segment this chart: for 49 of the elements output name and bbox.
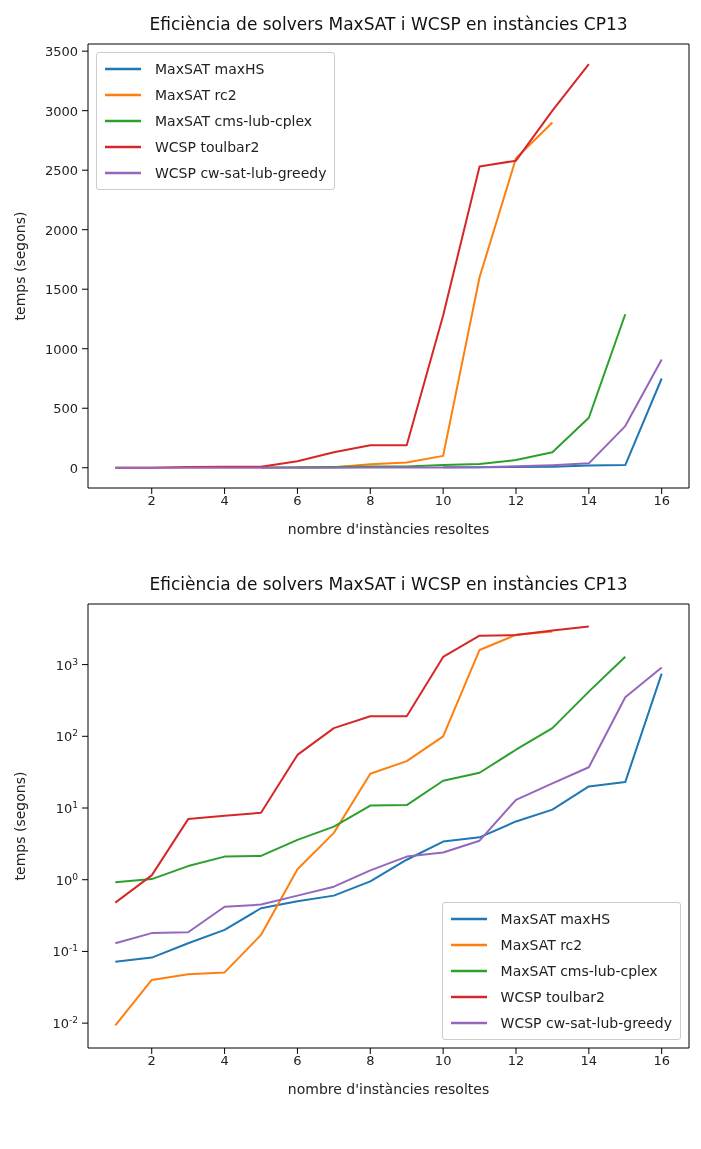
y-tick-label: 10$^{2}$ [55, 728, 78, 745]
legend-label: MaxSAT cms-lub-cplex [155, 113, 313, 129]
y-axis-title: temps (segons) [11, 211, 28, 321]
y-tick-label: 2500 [44, 163, 78, 179]
x-tick-label: 6 [293, 493, 302, 509]
x-axis-title: nombre d'instàncies resoltes [287, 1081, 490, 1097]
x-tick-label: 4 [220, 493, 229, 509]
line-series [114, 655, 627, 884]
x-tick-label: 2 [147, 1053, 156, 1069]
line-series [114, 625, 590, 904]
line-series [114, 358, 663, 469]
y-tick-label: 10$^{0}$ [55, 871, 79, 888]
x-tick-label: 16 [653, 493, 670, 509]
chart-title: Eficiència de solvers MaxSAT i WCSP en instàncies CP13 [148, 14, 629, 34]
x-tick-label: 10 [434, 493, 452, 509]
x-tick-label: 8 [366, 1053, 375, 1069]
y-tick-label: 10$^{1}$ [55, 800, 78, 817]
x-tick-label: 12 [507, 1053, 525, 1069]
y-axis-title: temps (segons) [11, 771, 28, 881]
legend-label: WCSP cw-sat-lub-greedy [500, 1015, 672, 1031]
y-tick-label: 3000 [44, 103, 78, 119]
legend-label: MaxSAT cms-lub-cplex [500, 963, 658, 979]
y-tick-label: 1000 [44, 341, 78, 357]
legend-label: WCSP toulbar2 [500, 989, 605, 1005]
y-tick-label: 0 [69, 460, 78, 476]
x-tick-label: 14 [580, 493, 598, 509]
chart-title: Eficiència de solvers MaxSAT i WCSP en instàncies CP13 [148, 574, 629, 594]
y-tick-label: 3500 [44, 44, 78, 60]
legend-label: WCSP toulbar2 [155, 139, 260, 155]
y-tick-label: 10$^{-2}$ [52, 1015, 78, 1032]
x-tick-label: 6 [293, 1053, 302, 1069]
y-tick-label: 10$^{-1}$ [52, 943, 78, 960]
x-tick-label: 8 [366, 493, 375, 509]
x-tick-label: 16 [653, 1053, 670, 1069]
legend-label: MaxSAT rc2 [155, 87, 237, 103]
x-axis-title: nombre d'instàncies resoltes [287, 521, 490, 537]
y-tick-label: 10$^{3}$ [55, 656, 79, 673]
y-tick-label: 1500 [44, 282, 78, 298]
x-tick-label: 4 [220, 1053, 229, 1069]
legend-label: MaxSAT maxHS [155, 61, 265, 77]
x-tick-label: 12 [507, 493, 525, 509]
x-tick-label: 2 [147, 493, 156, 509]
legend-label: MaxSAT rc2 [500, 937, 583, 953]
legend-label: MaxSAT maxHS [500, 911, 611, 927]
y-tick-label: 2000 [44, 222, 78, 238]
legend-label: WCSP cw-sat-lub-greedy [155, 165, 327, 181]
x-tick-label: 10 [434, 1053, 452, 1069]
x-tick-label: 14 [580, 1053, 598, 1069]
y-tick-label: 500 [53, 401, 78, 417]
